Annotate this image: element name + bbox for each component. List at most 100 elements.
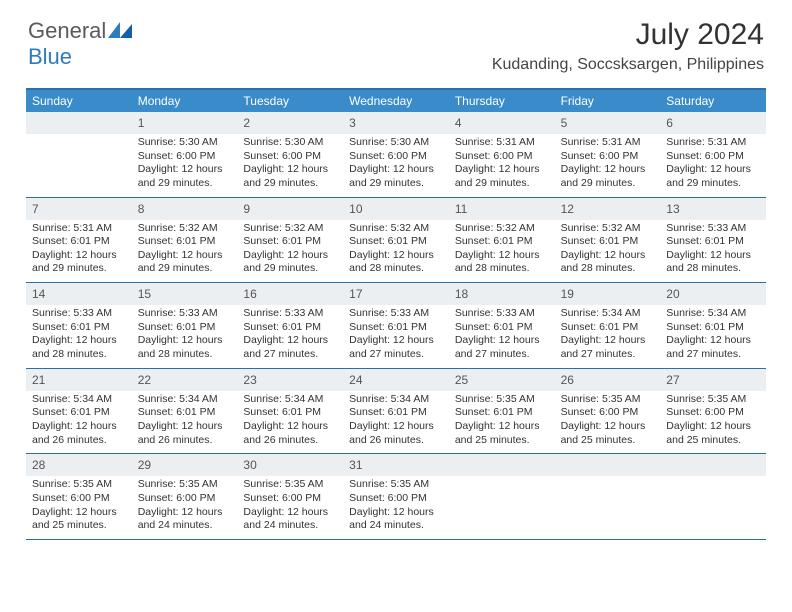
cell-body: Sunrise: 5:35 AMSunset: 6:00 PMDaylight:… — [132, 476, 238, 539]
cell-line: Sunrise: 5:34 AM — [243, 393, 337, 407]
cell-line: and 29 minutes. — [243, 262, 337, 276]
day-header-friday: Friday — [555, 90, 661, 112]
cell-line: and 28 minutes. — [32, 348, 126, 362]
day-number: 28 — [32, 458, 45, 472]
cell-line: Sunset: 6:00 PM — [243, 150, 337, 164]
calendar-cell: 31Sunrise: 5:35 AMSunset: 6:00 PMDayligh… — [343, 454, 449, 539]
cell-line: Daylight: 12 hours — [455, 420, 549, 434]
calendar-cell: 3Sunrise: 5:30 AMSunset: 6:00 PMDaylight… — [343, 112, 449, 197]
calendar-cell: 26Sunrise: 5:35 AMSunset: 6:00 PMDayligh… — [555, 369, 661, 454]
day-number-row: 12 — [555, 198, 661, 220]
cell-line: and 26 minutes. — [138, 434, 232, 448]
day-number: 21 — [32, 373, 45, 387]
cell-body: Sunrise: 5:35 AMSunset: 6:00 PMDaylight:… — [26, 476, 132, 539]
calendar-cell: 24Sunrise: 5:34 AMSunset: 6:01 PMDayligh… — [343, 369, 449, 454]
cell-line: Daylight: 12 hours — [455, 163, 549, 177]
cell-line: and 28 minutes. — [455, 262, 549, 276]
cell-line: Sunrise: 5:31 AM — [32, 222, 126, 236]
cell-body: Sunrise: 5:35 AMSunset: 6:00 PMDaylight:… — [343, 476, 449, 539]
day-number-row: 8 — [132, 198, 238, 220]
day-number: 13 — [666, 202, 679, 216]
cell-line: Daylight: 12 hours — [455, 334, 549, 348]
cell-line: Sunset: 6:01 PM — [243, 321, 337, 335]
calendar-cell: 11Sunrise: 5:32 AMSunset: 6:01 PMDayligh… — [449, 198, 555, 283]
cell-line: Sunrise: 5:33 AM — [666, 222, 760, 236]
cell-body: Sunrise: 5:34 AMSunset: 6:01 PMDaylight:… — [343, 391, 449, 454]
cell-line: and 29 minutes. — [32, 262, 126, 276]
calendar-cell: 7Sunrise: 5:31 AMSunset: 6:01 PMDaylight… — [26, 198, 132, 283]
cell-body: Sunrise: 5:32 AMSunset: 6:01 PMDaylight:… — [449, 220, 555, 283]
cell-line: Sunrise: 5:32 AM — [349, 222, 443, 236]
day-number: 18 — [455, 287, 468, 301]
calendar-cell: 2Sunrise: 5:30 AMSunset: 6:00 PMDaylight… — [237, 112, 343, 197]
cell-body: Sunrise: 5:35 AMSunset: 6:01 PMDaylight:… — [449, 391, 555, 454]
cell-line: Daylight: 12 hours — [349, 163, 443, 177]
calendar: Sunday Monday Tuesday Wednesday Thursday… — [26, 88, 766, 540]
day-header-wednesday: Wednesday — [343, 90, 449, 112]
day-number-row: 20 — [660, 283, 766, 305]
cell-line: Sunset: 6:00 PM — [455, 150, 549, 164]
cell-body: Sunrise: 5:33 AMSunset: 6:01 PMDaylight:… — [132, 305, 238, 368]
calendar-cell: 30Sunrise: 5:35 AMSunset: 6:00 PMDayligh… — [237, 454, 343, 539]
cell-line: Daylight: 12 hours — [561, 249, 655, 263]
cell-line: and 27 minutes. — [561, 348, 655, 362]
cell-line: Sunset: 6:01 PM — [666, 235, 760, 249]
cell-line: Sunset: 6:01 PM — [349, 406, 443, 420]
day-header-saturday: Saturday — [660, 90, 766, 112]
cell-line: and 26 minutes. — [349, 434, 443, 448]
cell-line: Sunset: 6:00 PM — [349, 150, 443, 164]
day-number: 16 — [243, 287, 256, 301]
day-number-row: 10 — [343, 198, 449, 220]
cell-line: Daylight: 12 hours — [243, 249, 337, 263]
day-number-row: 1 — [132, 112, 238, 134]
cell-line: and 29 minutes. — [349, 177, 443, 191]
cell-body: Sunrise: 5:32 AMSunset: 6:01 PMDaylight:… — [132, 220, 238, 283]
logo-mark-icon — [108, 18, 134, 43]
day-number-row: 6 — [660, 112, 766, 134]
calendar-cell — [26, 112, 132, 197]
day-number: 4 — [455, 116, 462, 130]
cell-line: and 27 minutes. — [666, 348, 760, 362]
cell-line: and 25 minutes. — [455, 434, 549, 448]
cell-line: and 27 minutes. — [243, 348, 337, 362]
calendar-week: 7Sunrise: 5:31 AMSunset: 6:01 PMDaylight… — [26, 198, 766, 284]
cell-line: and 25 minutes. — [32, 519, 126, 533]
cell-line: Sunset: 6:01 PM — [32, 321, 126, 335]
day-number-row: 9 — [237, 198, 343, 220]
cell-line: Sunset: 6:01 PM — [32, 235, 126, 249]
day-number-row — [660, 454, 766, 476]
cell-line: Daylight: 12 hours — [138, 163, 232, 177]
day-number-row: 27 — [660, 369, 766, 391]
day-number-row — [26, 112, 132, 134]
weeks-container: 1Sunrise: 5:30 AMSunset: 6:00 PMDaylight… — [26, 112, 766, 540]
cell-line: and 28 minutes. — [666, 262, 760, 276]
cell-line: Sunrise: 5:32 AM — [243, 222, 337, 236]
cell-line: Sunset: 6:00 PM — [349, 492, 443, 506]
day-number — [455, 458, 458, 472]
cell-line: Sunset: 6:00 PM — [138, 150, 232, 164]
calendar-cell: 12Sunrise: 5:32 AMSunset: 6:01 PMDayligh… — [555, 198, 661, 283]
cell-line: and 24 minutes. — [349, 519, 443, 533]
cell-line: Sunrise: 5:33 AM — [455, 307, 549, 321]
cell-line: Sunrise: 5:31 AM — [666, 136, 760, 150]
cell-line: Sunrise: 5:35 AM — [561, 393, 655, 407]
cell-line: Sunset: 6:00 PM — [561, 150, 655, 164]
cell-line: Sunrise: 5:32 AM — [561, 222, 655, 236]
cell-line: Sunrise: 5:31 AM — [561, 136, 655, 150]
cell-line: Daylight: 12 hours — [666, 334, 760, 348]
day-number-row: 23 — [237, 369, 343, 391]
cell-body: Sunrise: 5:34 AMSunset: 6:01 PMDaylight:… — [26, 391, 132, 454]
day-header-thursday: Thursday — [449, 90, 555, 112]
cell-line: Daylight: 12 hours — [138, 420, 232, 434]
calendar-cell: 14Sunrise: 5:33 AMSunset: 6:01 PMDayligh… — [26, 283, 132, 368]
cell-body: Sunrise: 5:31 AMSunset: 6:01 PMDaylight:… — [26, 220, 132, 283]
cell-line: Sunrise: 5:30 AM — [349, 136, 443, 150]
day-number: 25 — [455, 373, 468, 387]
cell-line: Daylight: 12 hours — [243, 163, 337, 177]
cell-line: Daylight: 12 hours — [32, 334, 126, 348]
calendar-cell: 13Sunrise: 5:33 AMSunset: 6:01 PMDayligh… — [660, 198, 766, 283]
day-number-row: 14 — [26, 283, 132, 305]
cell-line: Sunset: 6:01 PM — [349, 235, 443, 249]
day-number: 29 — [138, 458, 151, 472]
day-number-row: 26 — [555, 369, 661, 391]
